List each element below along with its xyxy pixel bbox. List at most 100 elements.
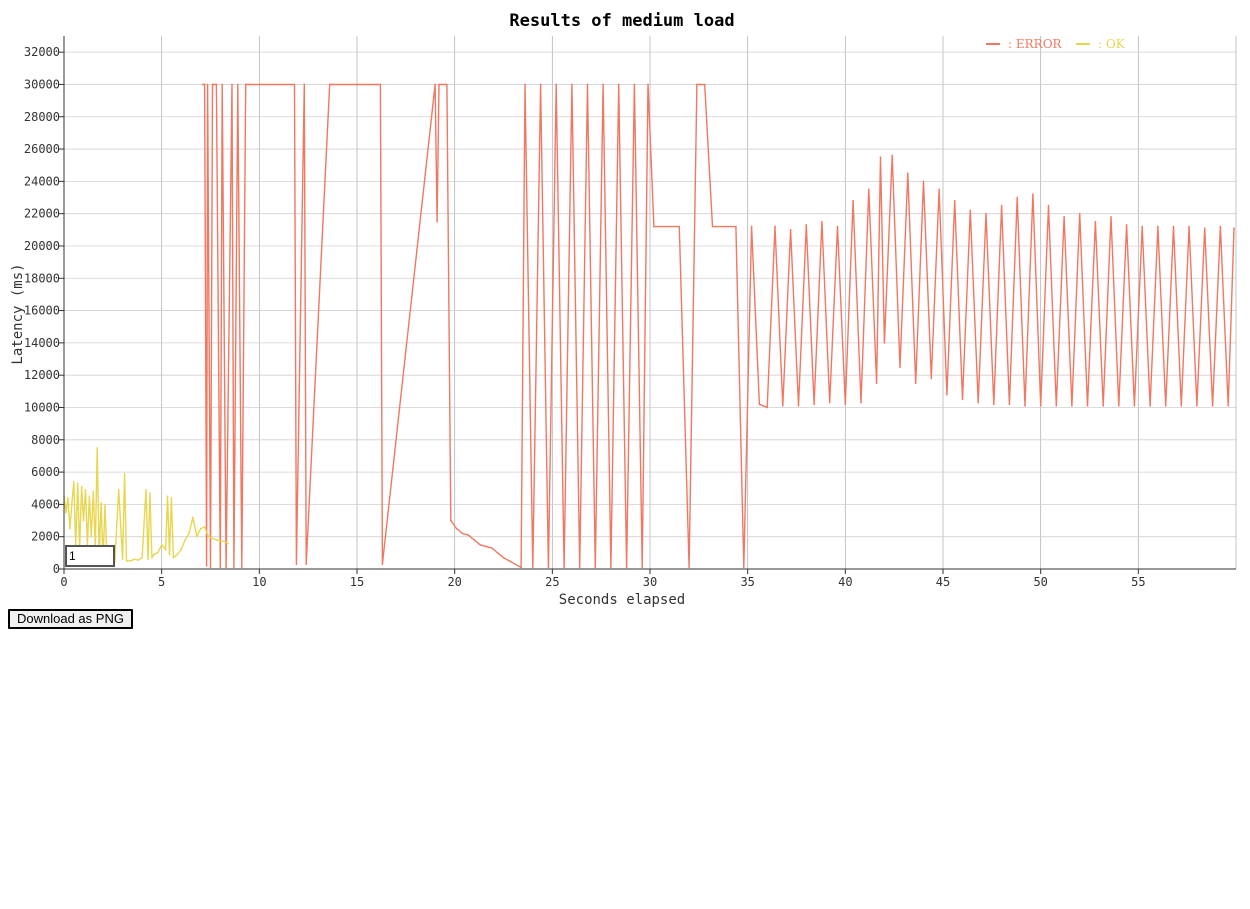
y-tick-label: 12000: [24, 368, 60, 382]
data-point: [381, 563, 384, 565]
data-point: [578, 566, 581, 569]
data-point: [215, 83, 218, 86]
data-point: [1211, 405, 1214, 407]
data-point: [225, 566, 227, 569]
data-point: [125, 560, 128, 562]
data-point: [539, 83, 542, 86]
data-point: [514, 563, 517, 565]
data-point: [1102, 405, 1104, 407]
data-point: [164, 548, 167, 551]
data-point: [547, 566, 550, 569]
data-point: [211, 83, 214, 86]
data-point: [502, 556, 505, 559]
data-point: [1227, 405, 1229, 407]
x-tick-label: 15: [350, 575, 364, 589]
data-point: [953, 199, 956, 202]
data-point: [72, 480, 75, 483]
data-point: [67, 497, 69, 499]
data-point: [305, 563, 308, 565]
data-point: [328, 83, 331, 86]
data-point: [879, 156, 882, 158]
data-point: [1203, 227, 1206, 230]
series-line: [202, 83, 1235, 569]
data-point: [563, 566, 565, 569]
data-point: [467, 534, 470, 536]
data-point: [203, 83, 206, 86]
y-tick-label: 20000: [24, 239, 60, 253]
data-point: [922, 180, 925, 183]
x-tick-label: 20: [447, 575, 461, 589]
x-tick-label: 45: [936, 575, 950, 589]
data-point: [1008, 403, 1011, 406]
data-point: [121, 558, 124, 561]
data-point: [379, 83, 382, 86]
data-point: [782, 405, 784, 407]
download-png-button[interactable]: Download as PNG: [8, 609, 133, 629]
data-point: [977, 401, 979, 404]
data-point: [532, 566, 534, 569]
x-tick-label: 0: [60, 575, 67, 589]
data-point: [192, 516, 194, 519]
data-point: [1086, 405, 1089, 407]
data-point: [1078, 212, 1081, 215]
data-point: [1233, 227, 1235, 230]
data-point: [828, 401, 831, 404]
data-point: [145, 489, 147, 491]
x-tick-label: 25: [545, 575, 559, 589]
data-point: [168, 553, 171, 556]
data-point: [602, 83, 604, 86]
data-point: [485, 545, 487, 548]
data-point: [774, 225, 776, 228]
data-point: [813, 403, 815, 406]
data-point: [653, 225, 655, 228]
data-point: [836, 225, 839, 228]
data-point: [750, 225, 753, 228]
x-tick-label: 35: [740, 575, 754, 589]
data-point: [992, 403, 995, 406]
data-point: [1219, 225, 1222, 228]
data-point: [123, 472, 126, 475]
data-point: [508, 560, 511, 562]
data-point: [293, 83, 296, 86]
data-point: [479, 543, 481, 546]
data-point: [96, 447, 99, 449]
data-point: [594, 566, 597, 569]
data-point: [330, 83, 333, 86]
axes: 0 5 10 15 20 25 30 35 40 45 50 55 0 2000 4000 6000 8000 1…: [24, 36, 1236, 589]
data-point: [1196, 405, 1198, 407]
data-point: [434, 83, 436, 86]
data-point: [1149, 405, 1151, 407]
data-point: [137, 559, 140, 561]
data-point: [1071, 405, 1073, 407]
data-point: [69, 527, 71, 530]
data-point: [766, 406, 768, 409]
data-point: [244, 83, 247, 86]
data-point: [1125, 224, 1128, 226]
data-point: [610, 566, 612, 569]
data-point: [633, 83, 636, 86]
data-point: [196, 535, 198, 538]
data-point: [1110, 216, 1112, 218]
y-tick-label: 32000: [24, 45, 60, 59]
y-axis-label: Latency (ms): [10, 263, 26, 364]
y-tick-label: 2000: [31, 530, 60, 544]
data-point: [188, 532, 190, 535]
data-point: [76, 482, 79, 485]
data-point: [446, 83, 448, 86]
frame-number-input[interactable]: [65, 545, 115, 567]
y-tick-label: 8000: [31, 433, 60, 447]
data-point: [149, 492, 151, 494]
data-point: [151, 556, 153, 559]
x-tick-label: 30: [643, 575, 657, 589]
series-layer: [63, 83, 1235, 569]
data-point: [961, 398, 964, 401]
data-point: [678, 225, 681, 228]
data-point: [133, 558, 136, 561]
data-point: [1141, 225, 1144, 228]
data-point: [1157, 225, 1159, 228]
y-tick-label: 0: [53, 562, 60, 576]
data-point: [82, 519, 85, 522]
data-point: [586, 83, 589, 86]
series-error: [201, 83, 1235, 569]
